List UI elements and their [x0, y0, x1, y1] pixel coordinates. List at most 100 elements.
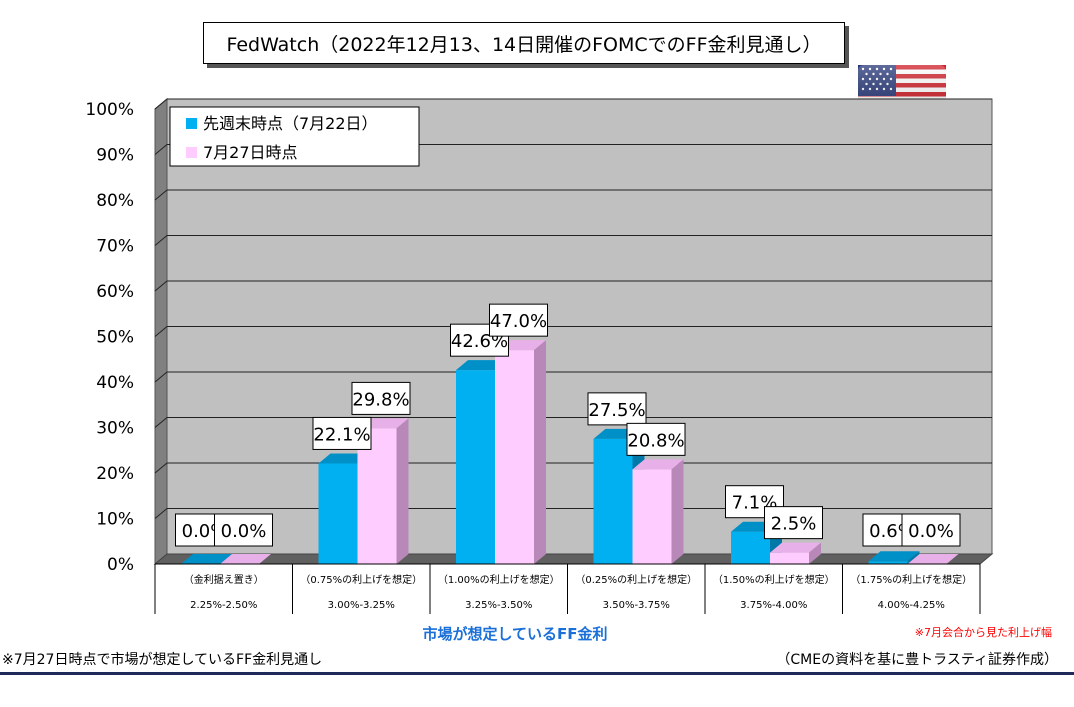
data-label: 2.5% — [764, 506, 823, 540]
chart-title: FedWatch（2022年12月13、14日開催のFOMCでのFF金利見通し） — [203, 22, 845, 64]
bar-top — [318, 453, 370, 464]
bar-side — [534, 340, 546, 564]
bar-series2 — [357, 418, 409, 564]
bar-top — [770, 542, 821, 553]
bar-front — [495, 350, 534, 564]
y-tick-label: 80% — [96, 191, 134, 211]
data-label-box — [489, 303, 548, 337]
bar-series2 — [632, 459, 684, 564]
data-label-text: 0.0% — [221, 521, 267, 542]
bar-top — [181, 554, 232, 564]
gridline-side — [154, 326, 168, 337]
y-axis-ticks: 0% 10% 20% 30% 40% 50% 60% 70% 80% 90% 100% — [85, 100, 134, 575]
bar-series1 — [868, 551, 920, 564]
source-note: （CMEの資料を基に豊トラスティ証券作成） — [776, 652, 1058, 668]
category-label: 3.00%-3.25% — [328, 600, 395, 611]
gridline-side — [154, 235, 168, 246]
data-label-box — [214, 513, 273, 547]
bar-front — [357, 428, 397, 564]
data-label-text: 29.8% — [352, 389, 409, 410]
bar-top — [632, 459, 684, 470]
y-tick-label: 40% — [96, 373, 134, 393]
gridline-side — [154, 98, 168, 110]
note-red: ※7月会合から見た利上げ幅 — [914, 626, 1052, 639]
bottom-divider — [0, 672, 1074, 675]
y-tick-label: 90% — [96, 146, 134, 166]
bars — [181, 340, 959, 564]
category-note: （金利据え置き） — [184, 573, 264, 586]
bar-top — [907, 554, 959, 564]
bar-front — [770, 552, 809, 564]
y-tick-label: 10% — [96, 510, 134, 530]
bar-side — [396, 418, 409, 564]
bar-top — [456, 360, 507, 371]
gridline-side — [154, 417, 168, 428]
y-tick-label: 20% — [96, 464, 134, 484]
data-label-box — [312, 416, 372, 450]
data-label: 27.5% — [587, 392, 647, 426]
category-label: 3.25%-3.50% — [465, 600, 532, 611]
category-note: （0.75%の利上げを想定） — [300, 573, 422, 586]
gridline-side — [154, 189, 168, 201]
plot-area — [153, 97, 994, 566]
bar-front — [632, 469, 672, 564]
bar-series2 — [907, 554, 959, 564]
plot-floor — [153, 553, 994, 565]
data-label: 0.0% — [214, 513, 273, 547]
bar-top — [220, 554, 271, 564]
bar-series2 — [770, 542, 821, 564]
y-tick-label: 30% — [96, 419, 134, 439]
bar-series1 — [181, 554, 232, 564]
data-labels: 0.0%22.1%42.6%27.5%7.1%0.6%0.0%29.8%47.0… — [175, 303, 961, 547]
data-label-text: 47.0% — [490, 311, 547, 332]
legend: 先週末時点（7月22日） 7月27日時点 — [169, 106, 420, 167]
data-label-box — [764, 506, 823, 540]
category-label: 3.75%-4.00% — [740, 600, 807, 611]
bar-front — [593, 438, 633, 564]
data-label: 29.8% — [351, 381, 411, 415]
data-label: 20.8% — [626, 422, 686, 456]
data-label-box — [626, 422, 686, 456]
gridline-side — [154, 462, 168, 474]
data-label-text: 22.1% — [313, 424, 370, 445]
footer-note: ※7月27日時点で市場が想定しているFF金利見通し — [2, 652, 323, 668]
category-note: （1.50%の利上げを想定） — [713, 573, 835, 586]
bar-side — [907, 551, 920, 564]
y-tick-label: 70% — [96, 237, 134, 257]
gridline-side — [154, 144, 168, 155]
bar-front — [456, 370, 495, 564]
data-label-box — [587, 392, 647, 426]
category-note: （1.00%の利上げを想定） — [438, 573, 560, 586]
data-label: 0.0% — [901, 513, 961, 547]
gridline-side — [154, 508, 168, 519]
category-label: 3.50%-3.75% — [603, 600, 670, 611]
data-label-box — [901, 513, 961, 547]
gridlines — [154, 98, 992, 519]
bar-series2 — [220, 554, 271, 564]
category-note: （1.75%の利上げを想定） — [850, 573, 972, 586]
y-tick-label: 50% — [96, 328, 134, 348]
bar-front — [318, 463, 358, 564]
bar-top — [868, 551, 920, 562]
data-label-text: 0.0% — [908, 521, 954, 542]
legend-label: 先週末時点（7月22日） — [203, 114, 378, 133]
data-label-text: 20.8% — [627, 430, 684, 451]
y-tick-label: 60% — [96, 282, 134, 302]
x-axis-categories: （金利据え置き） 2.25%-2.50% （0.75%の利上げを想定） 3.00%-3… — [154, 563, 981, 614]
data-label-text: 27.5% — [588, 400, 645, 421]
category-note: （0.25%の利上げを想定） — [575, 573, 697, 586]
gridline-side — [154, 280, 168, 292]
data-label-text: 2.5% — [771, 514, 817, 535]
legend-swatch — [186, 118, 197, 129]
legend-label: 7月27日時点 — [203, 143, 298, 162]
gridline-side — [154, 371, 168, 383]
category-label: 4.00%-4.25% — [878, 600, 945, 611]
bar-side — [809, 542, 821, 564]
legend-box — [169, 106, 420, 167]
y-tick-label: 0% — [107, 555, 134, 575]
bar-front — [868, 561, 908, 564]
legend-swatch — [186, 147, 197, 158]
category-label: 2.25%-2.50% — [190, 600, 257, 611]
bar-series2 — [495, 340, 546, 564]
